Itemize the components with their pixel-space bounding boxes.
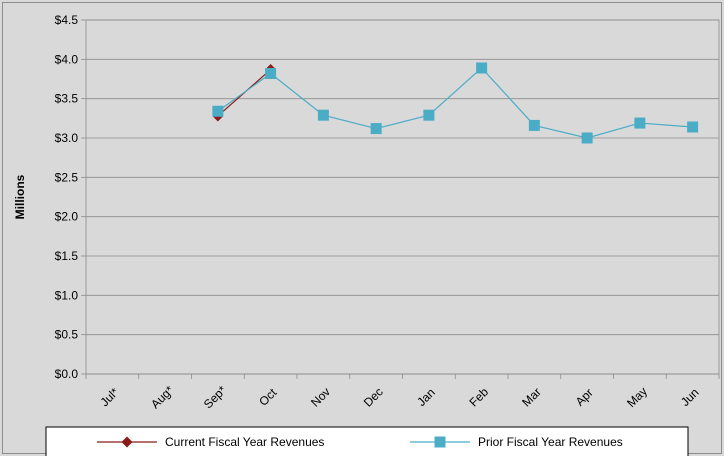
legend-marker — [121, 436, 133, 448]
x-tick-label: Sep* — [201, 383, 230, 412]
x-tick-label: Oct — [256, 385, 280, 409]
x-tick-label: Mar — [519, 385, 544, 410]
data-point — [528, 119, 540, 131]
legend-label: Current Fiscal Year Revenues — [165, 435, 324, 449]
x-tick-label: Aug* — [148, 383, 177, 412]
y-axis-label: Millions — [13, 174, 27, 219]
series-1 — [212, 62, 699, 144]
y-axis-ticks: $0.0 $0.5 $1.0 $1.5 $2.0 $2.5 $3.0 $3.5 $4.0 $4.5 — [55, 13, 86, 381]
y-tick-label: $4.5 — [55, 13, 79, 27]
data-point — [212, 105, 224, 117]
plot-area — [85, 19, 720, 375]
legend-label: Prior Fiscal Year Revenues — [478, 435, 623, 449]
y-tick-label: $2.5 — [55, 170, 79, 184]
y-tick-label: $1.0 — [55, 288, 79, 302]
x-tick-label: Apr — [573, 386, 596, 409]
series-group — [212, 62, 699, 144]
data-point — [317, 109, 329, 121]
x-axis-ticks: Jul* Aug* Sep* Oct Nov Dec Jan Feb Mar Apr May Jun — [85, 374, 720, 412]
y-tick-label: $0.0 — [55, 367, 79, 381]
data-point — [634, 117, 646, 129]
legend: Current Fiscal Year Revenues Prior Fiscal… — [45, 426, 689, 456]
data-point — [370, 123, 382, 135]
y-tick-label: $4.0 — [55, 52, 79, 66]
legend-marker — [434, 436, 446, 448]
data-point — [265, 67, 277, 79]
data-point — [476, 62, 488, 74]
data-point — [581, 132, 593, 144]
x-tick-label: Nov — [308, 385, 333, 410]
y-tick-label: $1.5 — [55, 249, 79, 263]
series-line — [217, 67, 693, 139]
x-tick-label: May — [624, 384, 650, 410]
data-point — [423, 109, 435, 121]
data-point — [687, 121, 699, 133]
y-tick-label: $2.0 — [55, 210, 79, 224]
y-tick-label: $3.0 — [55, 131, 79, 145]
x-tick-label: Feb — [467, 385, 492, 410]
x-tick-label: Dec — [361, 385, 386, 410]
y-tick-label: $0.5 — [55, 328, 79, 342]
x-tick-label: Jun — [678, 385, 702, 409]
x-tick-label: Jan — [414, 385, 438, 409]
y-tick-label: $3.5 — [55, 92, 79, 106]
x-tick-label: Jul* — [98, 385, 122, 409]
